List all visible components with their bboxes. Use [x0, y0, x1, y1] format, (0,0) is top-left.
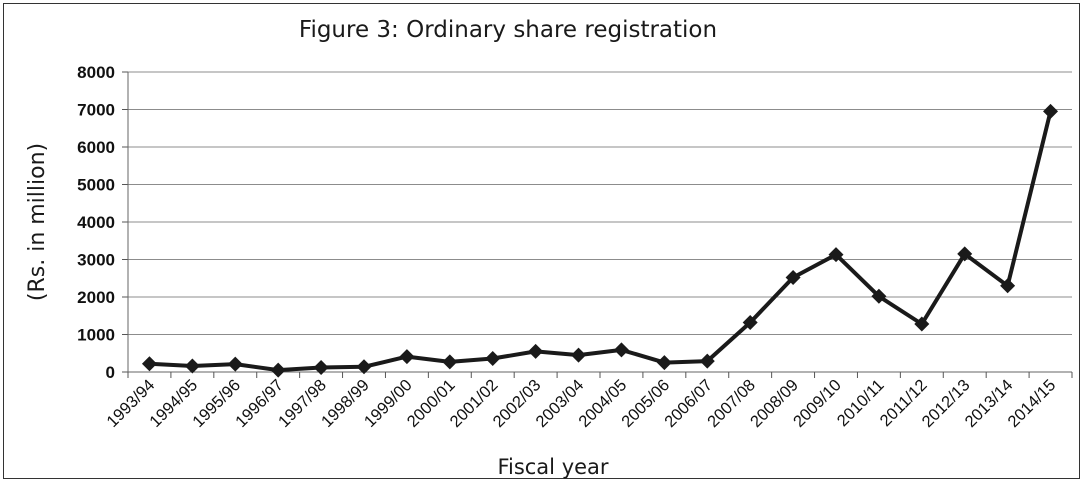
data-point-marker: [571, 347, 587, 363]
data-point-marker: [699, 353, 715, 369]
series-line: [149, 110, 1053, 373]
data-point-marker: [485, 351, 501, 366]
gridlines: [128, 71, 1072, 335]
y-tick-label: 0: [106, 363, 115, 382]
data-point-marker: [227, 356, 243, 372]
data-point-marker: [528, 343, 544, 359]
y-tick-label: 1000: [77, 326, 115, 345]
data-point-marker: [399, 349, 415, 365]
y-tick-label: 3000: [77, 251, 115, 270]
series-layer: [141, 103, 1059, 378]
axes: [122, 71, 1073, 378]
y-tick-label: 7000: [77, 101, 115, 120]
x-axis-label: Fiscal year: [497, 455, 608, 479]
data-point-marker: [442, 354, 458, 370]
data-point-marker: [313, 360, 329, 375]
x-tick-label: 2014/15: [1004, 376, 1059, 431]
chart-frame: [3, 3, 1080, 479]
y-tick-label: 5000: [77, 176, 115, 195]
data-point-marker: [957, 246, 973, 262]
data-point-marker: [785, 270, 801, 285]
y-axis-label: (Rs. in million): [25, 143, 50, 301]
x-tick-label: 2010/11: [834, 376, 888, 430]
x-tick-label: 2009/10: [790, 376, 845, 431]
data-point-marker: [871, 288, 887, 304]
data-point-marker: [742, 315, 758, 330]
chart-title: Figure 3: Ordinary share registration: [299, 17, 717, 43]
data-point-marker: [356, 359, 372, 375]
data-point-marker: [1000, 278, 1016, 294]
data-point-marker: [914, 316, 930, 332]
data-point-marker: [828, 247, 844, 263]
x-tick-labels: 1993/941994/951995/961996/971997/981998/…: [103, 376, 1059, 431]
data-point-marker: [1043, 103, 1059, 119]
y-tick-label: 2000: [77, 288, 115, 307]
y-tick-label: 6000: [77, 138, 115, 157]
data-point-marker: [613, 342, 629, 358]
y-tick-labels: 0 1000 2000 3000 4000 5000 6000 7000 8000: [77, 63, 115, 382]
data-point-marker: [141, 356, 157, 372]
y-tick-label: 4000: [77, 213, 115, 232]
y-tick-label: 8000: [77, 63, 115, 82]
data-point-marker: [270, 362, 286, 378]
data-point-marker: [184, 358, 200, 374]
data-point-marker: [656, 355, 672, 371]
